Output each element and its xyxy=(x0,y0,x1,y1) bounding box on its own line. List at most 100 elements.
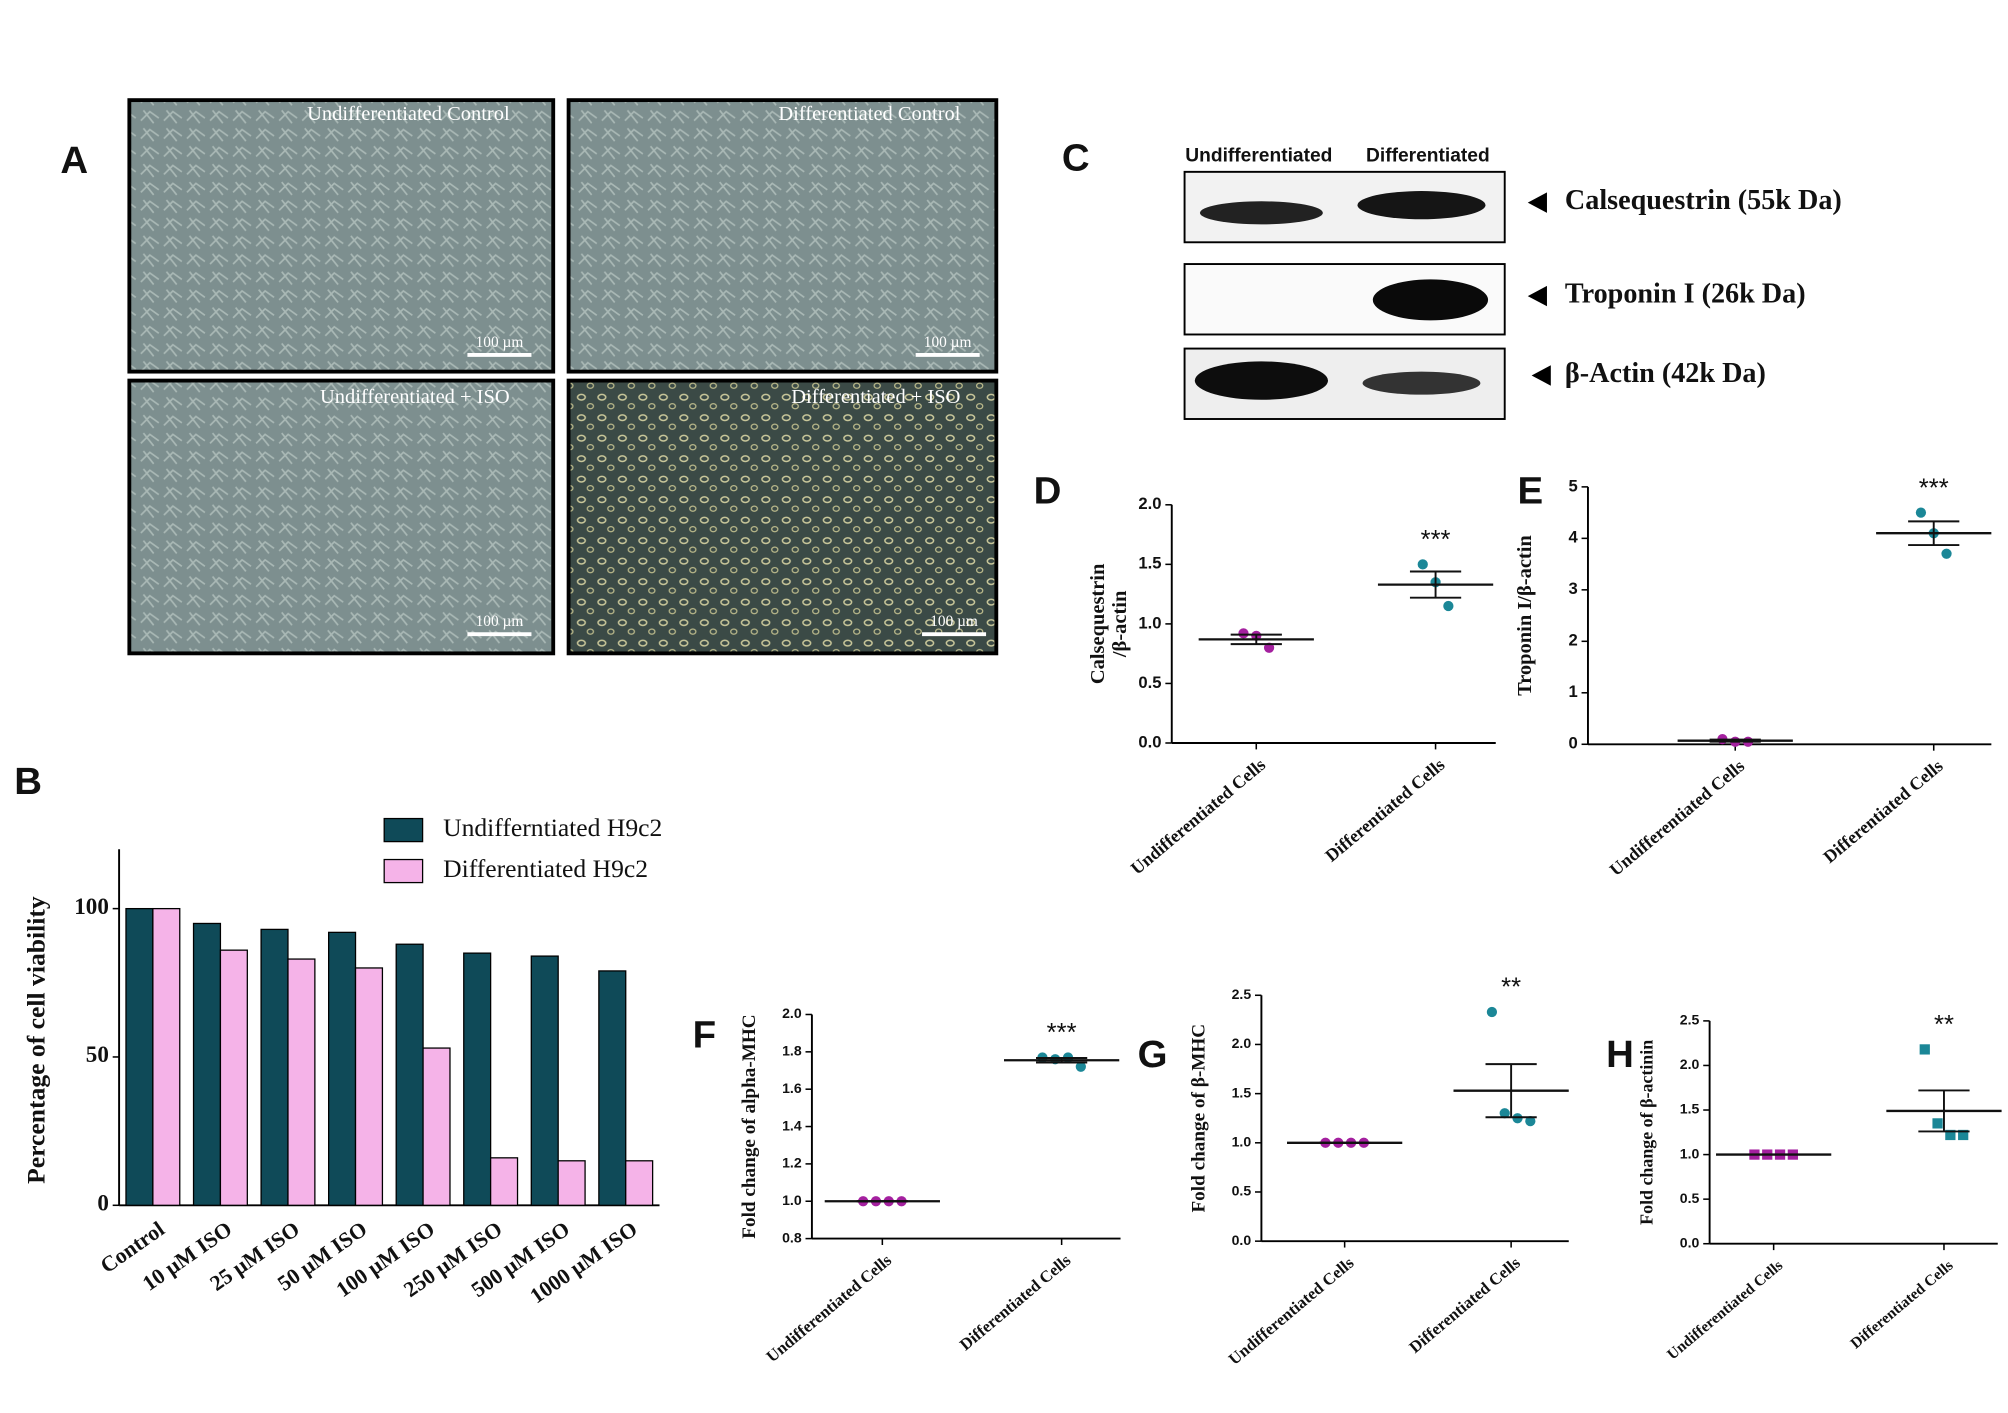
panel-letter: G xyxy=(1138,1033,1168,1076)
image-title: Undifferentiated + ISO xyxy=(320,386,510,408)
x-tick-label: Differentiated Cells xyxy=(956,1250,1075,1354)
scale-label: 100 µm xyxy=(476,613,524,630)
y-tick-label: 0 xyxy=(97,1190,109,1216)
micrograph xyxy=(127,98,556,374)
panel-letter: H xyxy=(1606,1033,1634,1076)
data-point xyxy=(1945,1129,1956,1141)
bar xyxy=(354,967,384,1206)
y-tick-label: 1.4 xyxy=(782,1117,802,1133)
panel-letter: D xyxy=(1034,469,1062,512)
y-tick-label: 1.5 xyxy=(1680,1101,1700,1117)
y-tick-label: 2 xyxy=(1568,631,1577,650)
bar xyxy=(625,1160,654,1206)
band-label: Calsequestrin (55k Da) xyxy=(1565,185,1842,216)
y-tick-label: 0.5 xyxy=(1680,1190,1700,1206)
y-tick-label: 0.8 xyxy=(782,1229,802,1245)
data-point xyxy=(1075,1061,1086,1072)
data-point xyxy=(1417,559,1428,570)
x-tick-label: Differentiated Cells xyxy=(1847,1257,1956,1352)
significance: *** xyxy=(1421,526,1451,554)
data-point xyxy=(1915,507,1927,518)
bar xyxy=(192,922,222,1206)
y-tick-label: 50 xyxy=(86,1041,109,1067)
y-tick-label: 1.5 xyxy=(1232,1084,1252,1100)
arrowhead xyxy=(1527,285,1547,307)
panel-letter: F xyxy=(693,1014,716,1057)
bar xyxy=(489,1157,519,1206)
y-tick-label: 0.5 xyxy=(1138,673,1161,692)
micrograph xyxy=(127,378,556,656)
data-point xyxy=(1958,1129,1969,1141)
y-tick-label: 2.5 xyxy=(1680,1012,1700,1028)
x-tick-label: Undifferentiated Cells xyxy=(1225,1253,1358,1369)
y-tick-label: 1.0 xyxy=(1232,1134,1252,1150)
arrowhead xyxy=(1527,192,1547,213)
data-point xyxy=(1499,1108,1510,1119)
y-tick-label: 0.5 xyxy=(1232,1183,1252,1199)
band-label: Troponin I (26k Da) xyxy=(1565,279,1806,310)
significance: ** xyxy=(1934,1011,1954,1039)
y-axis-label: Troponin I/β-actin xyxy=(1514,535,1536,696)
y-tick-label: 2.0 xyxy=(1232,1035,1252,1051)
y-tick-label: 100 xyxy=(74,893,109,919)
y-tick-label: 0.0 xyxy=(1138,732,1161,751)
bar xyxy=(598,970,627,1206)
y-axis-label: /β-actin xyxy=(1109,590,1131,658)
panel-letter: A xyxy=(60,139,88,182)
y-tick-label: 1 xyxy=(1568,682,1577,701)
data-point xyxy=(1525,1116,1536,1127)
significance: *** xyxy=(1919,474,1949,502)
data-point xyxy=(1263,642,1275,653)
y-axis-label: Calsequestrin xyxy=(1087,563,1109,684)
y-tick-label: 2.5 xyxy=(1232,986,1252,1002)
micrograph xyxy=(566,378,999,656)
panel-letter: B xyxy=(14,760,42,803)
bar xyxy=(219,949,248,1206)
y-tick-label: 4 xyxy=(1568,528,1578,547)
y-tick-label: 3 xyxy=(1568,579,1577,598)
bar xyxy=(422,1047,451,1206)
data-point xyxy=(1941,548,1952,559)
y-tick-label: 2.0 xyxy=(1138,494,1161,513)
band xyxy=(1194,361,1328,400)
y-tick-label: 1.0 xyxy=(782,1192,802,1208)
y-tick-label: 1.6 xyxy=(782,1080,802,1096)
lane-label: Differentiated xyxy=(1366,146,1490,167)
y-tick-label: 1.8 xyxy=(782,1043,802,1059)
y-tick-label: 2.0 xyxy=(1680,1056,1700,1072)
y-axis-label: Percentage of cell viability xyxy=(21,896,50,1184)
y-tick-label: 0.0 xyxy=(1680,1234,1700,1250)
legend-label: Undifferntiated H9c2 xyxy=(443,813,662,842)
x-tick-label: Differentiated Cells xyxy=(1819,756,1946,867)
y-tick-label: 0 xyxy=(1568,734,1577,753)
micrographs: Undifferentiated Control Differentiated … xyxy=(127,98,999,656)
image-title: Undifferentiated Control xyxy=(307,103,510,125)
data-point xyxy=(1238,628,1249,639)
y-tick-label: 2.0 xyxy=(782,1005,802,1021)
data-point xyxy=(1932,1118,1943,1129)
arrowhead xyxy=(1531,365,1551,386)
y-axis-label: Fold change of β-actinin xyxy=(1636,1040,1656,1225)
legend-swatch xyxy=(383,858,424,884)
y-tick-label: 1.0 xyxy=(1680,1145,1700,1161)
lane-label: Undifferentiated xyxy=(1185,146,1332,167)
y-tick-label: 1.5 xyxy=(1138,554,1161,573)
x-tick-label: Undifferentiated Cells xyxy=(1664,1257,1786,1363)
y-axis-label: Fold change of alpha-MHC xyxy=(739,1014,760,1238)
scale-label: 100 µm xyxy=(930,613,978,630)
bar xyxy=(463,952,492,1206)
scale-label: 100 µm xyxy=(924,334,972,351)
bar xyxy=(152,907,181,1206)
scale-label: 100 µm xyxy=(476,334,524,351)
bar xyxy=(557,1160,586,1206)
x-tick-label: Undifferentiated Cells xyxy=(762,1250,895,1366)
band xyxy=(1357,191,1486,220)
significance: ** xyxy=(1501,974,1521,1002)
data-point xyxy=(1443,600,1454,612)
x-tick-label: Undifferentiated Cells xyxy=(1606,756,1749,880)
x-tick-label: Differentiated Cells xyxy=(1405,1253,1524,1357)
band xyxy=(1362,371,1481,395)
panel-letter: C xyxy=(1062,136,1090,179)
x-tick-label: Undifferentiated Cells xyxy=(1127,754,1270,878)
